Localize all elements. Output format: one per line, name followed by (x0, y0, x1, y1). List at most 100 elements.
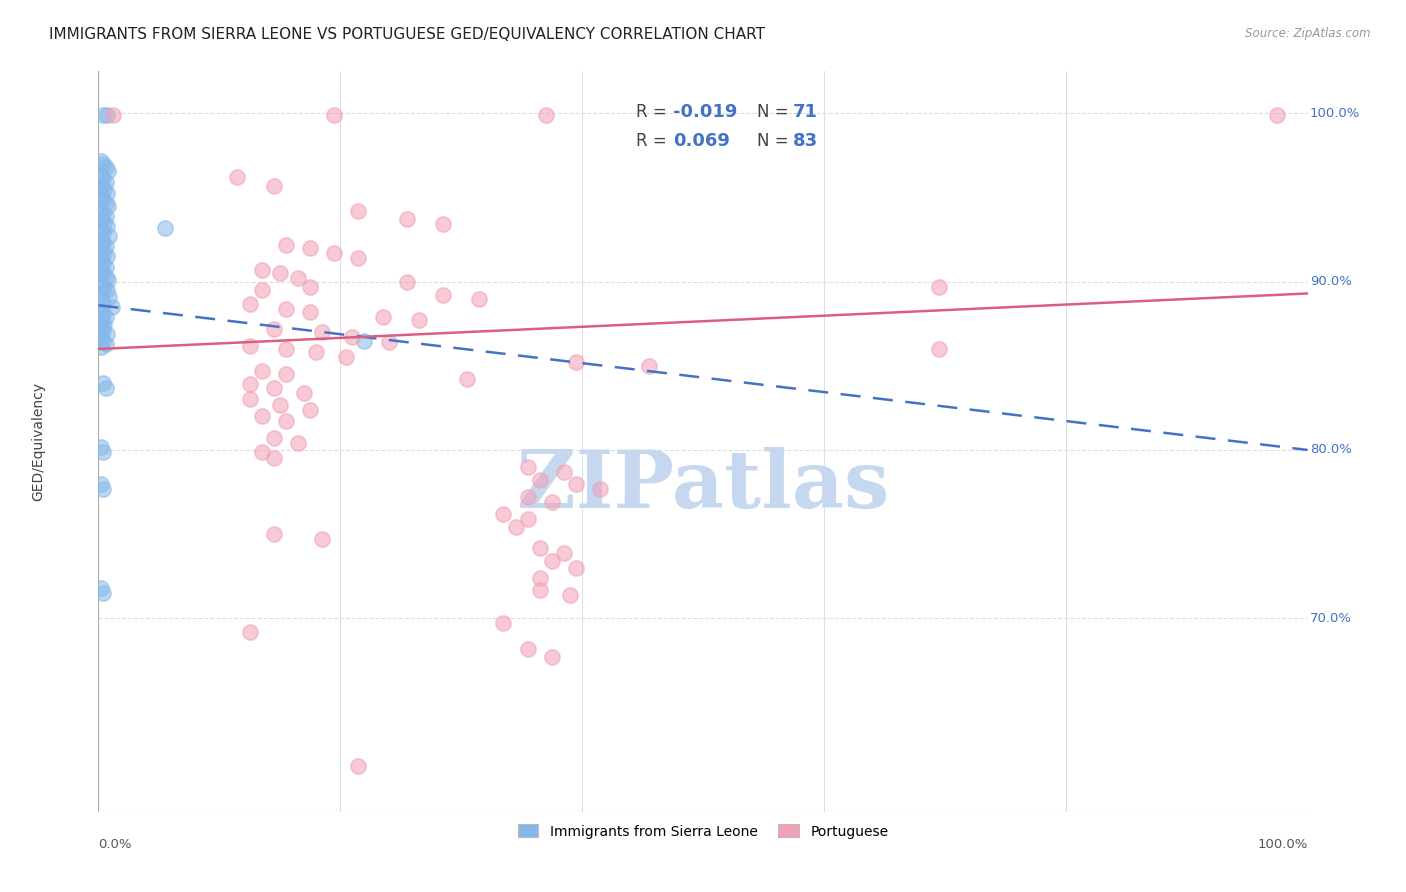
Point (274, 301, 297, 316)
Text: R =: R = (637, 103, 672, 121)
Point (529, 582, 551, 597)
Point (263, 178, 285, 193)
Point (323, 246, 346, 260)
Point (263, 527, 285, 541)
Point (90, 202, 112, 217)
Point (347, 759, 370, 773)
Point (96, 108, 118, 122)
Point (91, 313, 114, 327)
Text: 0.069: 0.069 (672, 132, 730, 150)
Point (263, 322, 285, 336)
Point (90, 440, 112, 454)
Point (94, 195, 117, 210)
Point (91, 256, 114, 270)
Text: 0.0%: 0.0% (98, 838, 132, 851)
Point (269, 397, 291, 411)
Point (94, 337, 117, 351)
Point (90, 320, 112, 334)
Text: 90.0%: 90.0% (1310, 276, 1353, 288)
Point (98, 290, 121, 304)
Point (250, 283, 273, 297)
Point (335, 351, 357, 365)
Point (91, 235, 114, 250)
Point (93, 216, 115, 230)
Point (299, 241, 322, 255)
Point (347, 251, 370, 265)
Text: 83: 83 (793, 132, 818, 150)
Point (529, 473, 551, 487)
Point (516, 512, 538, 526)
Point (90, 222, 112, 236)
Point (96, 186, 118, 200)
Text: N =: N = (758, 132, 794, 150)
Point (395, 212, 418, 227)
Point (299, 279, 322, 293)
Point (274, 342, 297, 356)
Point (311, 325, 333, 339)
Point (97, 163, 120, 178)
Point (311, 532, 333, 546)
Text: 100.0%: 100.0% (1257, 838, 1308, 851)
Point (540, 554, 562, 568)
Legend: Immigrants from Sierra Leone, Portuguese: Immigrants from Sierra Leone, Portuguese (510, 817, 896, 846)
Point (94, 209, 117, 223)
Point (97, 273, 120, 287)
Point (516, 641, 538, 656)
Point (91, 266, 114, 280)
Point (432, 218, 454, 232)
Point (90, 153, 112, 168)
Text: ZIPatlas: ZIPatlas (517, 447, 889, 525)
Point (90, 277, 112, 291)
Text: -0.019: -0.019 (672, 103, 737, 121)
Point (97, 199, 120, 213)
Point (96, 283, 118, 297)
Point (90, 581, 112, 595)
Point (432, 288, 454, 302)
Text: Source: ZipAtlas.com: Source: ZipAtlas.com (1246, 27, 1371, 40)
Point (516, 490, 538, 504)
Point (565, 560, 588, 574)
Point (91, 334, 114, 348)
Point (91, 192, 114, 206)
Point (371, 310, 394, 324)
Point (928, 279, 950, 293)
Point (96, 249, 118, 263)
Point (94, 175, 117, 190)
Point (1267, 108, 1289, 122)
Text: IMMIGRANTS FROM SIERRA LEONE VS PORTUGUESE GED/EQUIVALENCY CORRELATION CHART: IMMIGRANTS FROM SIERRA LEONE VS PORTUGUE… (49, 27, 765, 42)
Point (516, 459, 538, 474)
Point (342, 330, 364, 344)
Point (565, 355, 588, 369)
Point (91, 108, 114, 122)
Point (274, 237, 297, 252)
Point (91, 307, 114, 321)
Point (263, 451, 285, 466)
Point (94, 161, 117, 175)
Point (90, 233, 112, 247)
Point (395, 275, 418, 289)
Point (94, 310, 117, 324)
Text: GED/Equivalency: GED/Equivalency (31, 382, 45, 501)
Point (637, 359, 659, 373)
Point (90, 303, 112, 318)
Point (323, 108, 346, 122)
Point (299, 402, 322, 417)
Point (153, 220, 176, 235)
Point (408, 313, 430, 327)
Point (94, 381, 117, 395)
Point (91, 212, 114, 227)
Point (91, 444, 114, 458)
Point (565, 476, 588, 491)
Point (94, 239, 117, 253)
Point (529, 571, 551, 585)
Text: 71: 71 (793, 103, 817, 121)
Point (239, 377, 262, 392)
Point (263, 381, 285, 395)
Point (505, 520, 527, 534)
Point (98, 229, 121, 244)
Point (91, 286, 114, 301)
Point (226, 170, 249, 185)
Point (250, 444, 273, 458)
Point (94, 260, 117, 274)
Point (91, 226, 114, 240)
